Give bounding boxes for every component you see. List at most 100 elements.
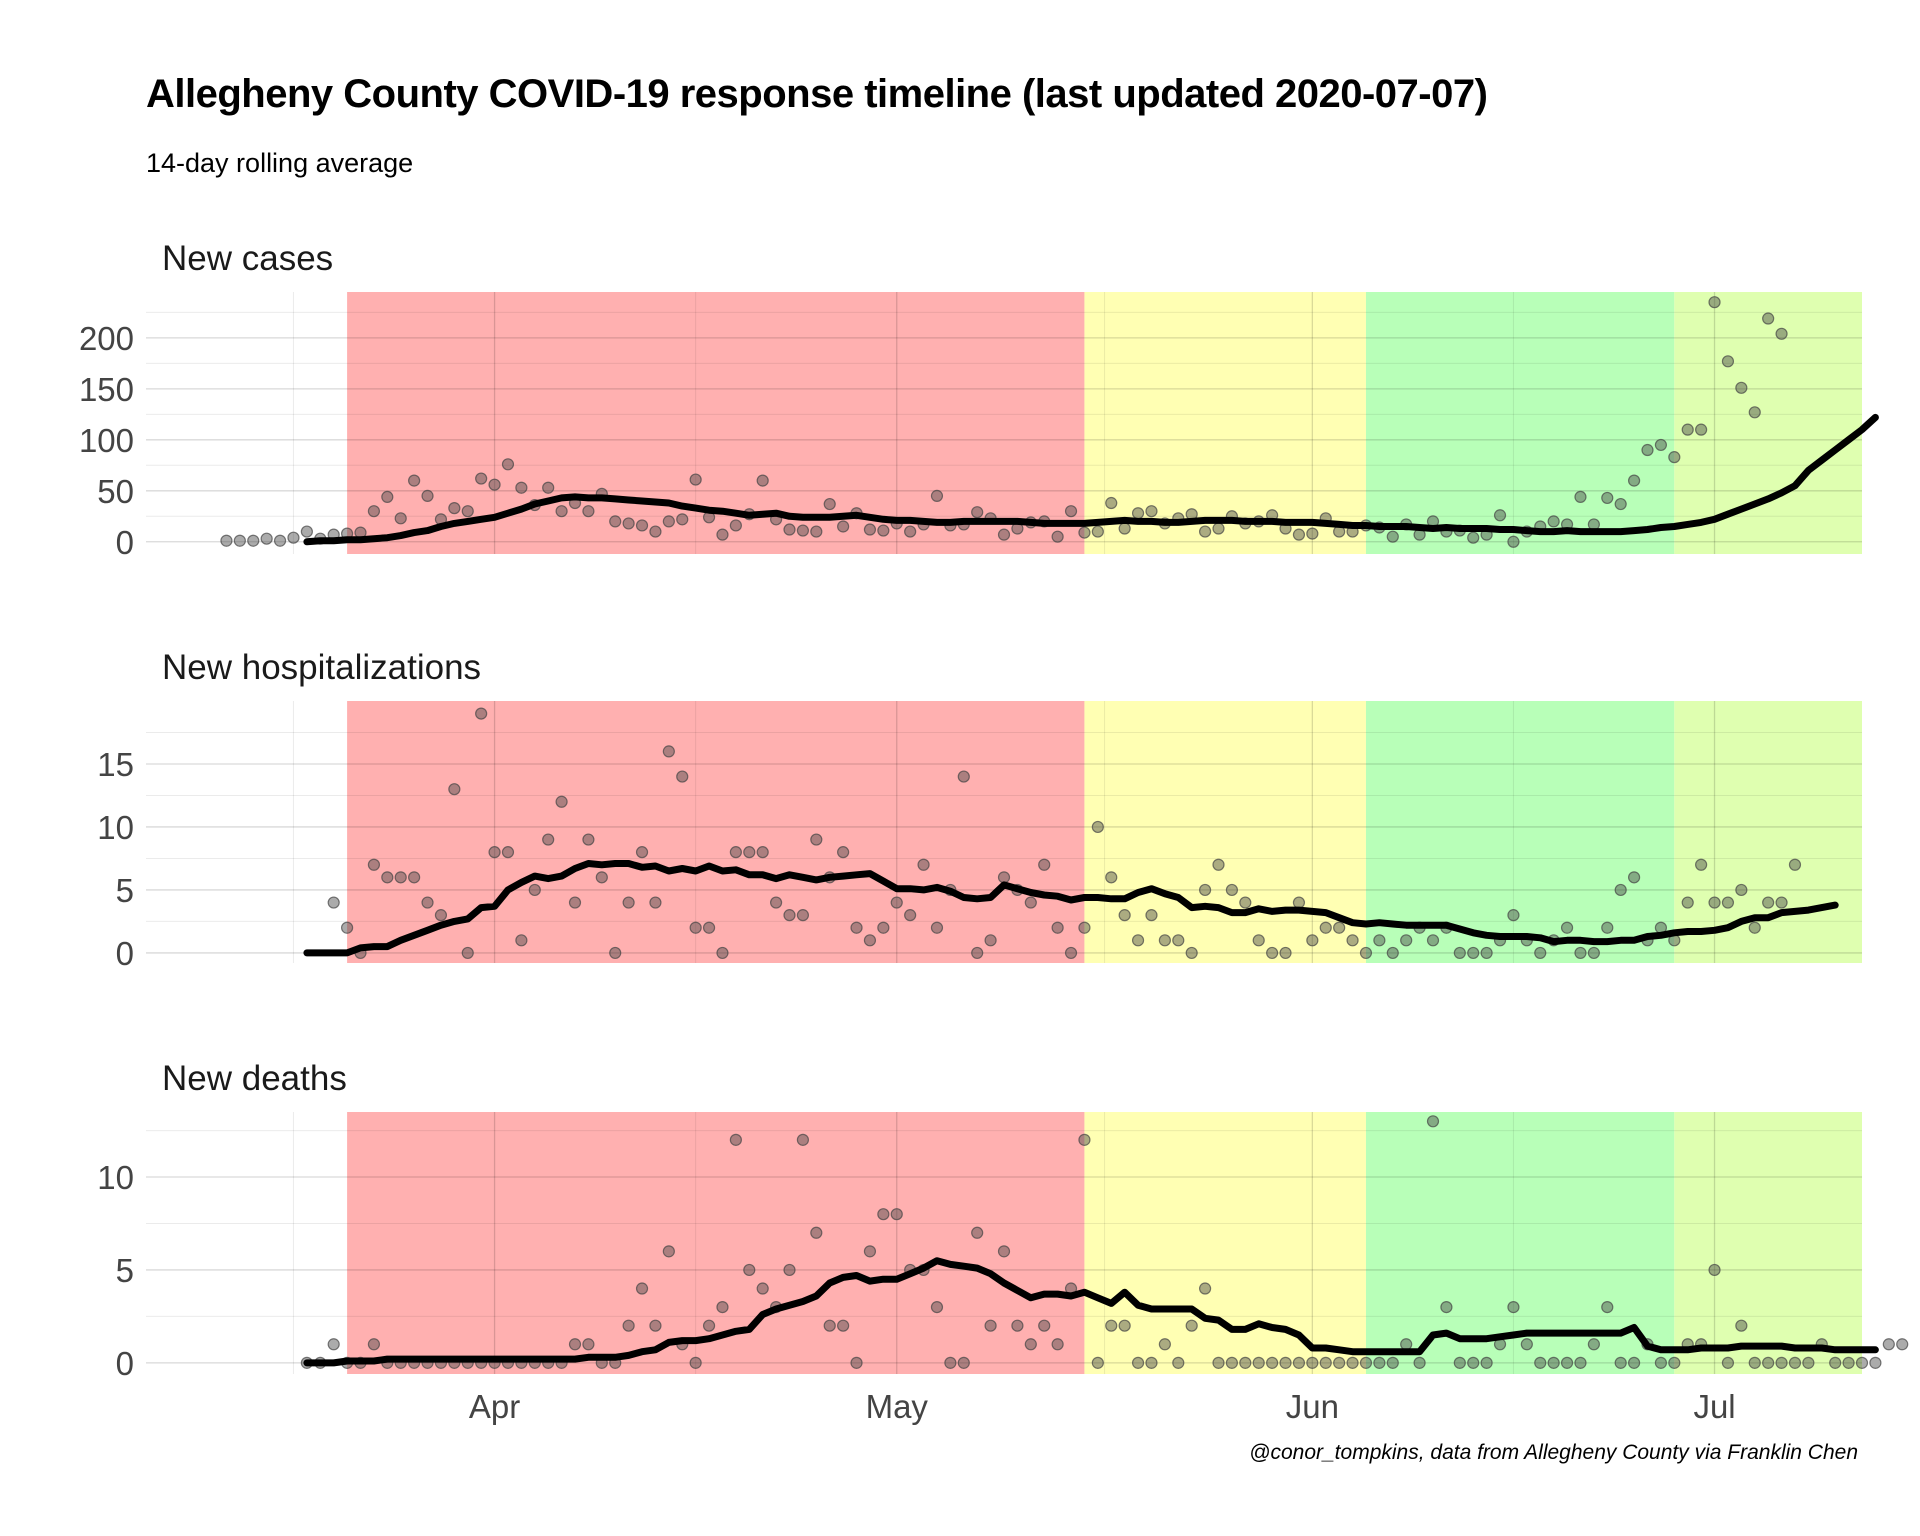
daily-point bbox=[1721, 355, 1735, 368]
phase-band bbox=[1084, 292, 1366, 554]
daily-point bbox=[622, 896, 635, 909]
daily-point bbox=[1306, 527, 1319, 540]
daily-point bbox=[743, 1263, 756, 1277]
daily-point bbox=[1574, 946, 1587, 960]
daily-point bbox=[434, 909, 448, 922]
daily-point bbox=[890, 1208, 903, 1221]
daily-point bbox=[716, 1301, 729, 1314]
daily-point bbox=[1882, 1338, 1895, 1351]
daily-point bbox=[622, 1319, 635, 1332]
daily-point bbox=[689, 473, 702, 486]
daily-point bbox=[716, 528, 729, 541]
daily-point bbox=[984, 934, 997, 947]
daily-point bbox=[1453, 946, 1466, 960]
daily-point bbox=[662, 1245, 675, 1258]
daily-point bbox=[1172, 934, 1185, 947]
x-tick-label: Jul bbox=[1693, 1388, 1735, 1425]
daily-point bbox=[837, 846, 850, 859]
daily-point bbox=[1386, 1356, 1399, 1369]
daily-point bbox=[837, 1319, 850, 1332]
daily-point bbox=[220, 534, 233, 547]
phase-band bbox=[1674, 292, 1862, 554]
daily-point bbox=[1292, 896, 1306, 909]
daily-point bbox=[917, 858, 930, 871]
y-tick-label: 50 bbox=[97, 473, 134, 510]
daily-point bbox=[340, 921, 354, 934]
daily-point bbox=[1118, 522, 1131, 535]
daily-point bbox=[635, 1282, 649, 1295]
daily-point bbox=[568, 1338, 582, 1351]
daily-point bbox=[461, 505, 474, 518]
daily-point bbox=[1024, 896, 1037, 909]
panel-new-cases: New cases 0 50 100 150 200 bbox=[79, 239, 1879, 561]
daily-point bbox=[1051, 530, 1064, 543]
rolling-average-line bbox=[303, 860, 1839, 957]
daily-point bbox=[1158, 934, 1171, 947]
daily-point bbox=[1400, 1338, 1413, 1351]
daily-point bbox=[649, 896, 662, 909]
daily-point bbox=[850, 1356, 863, 1369]
daily-point bbox=[863, 523, 877, 536]
daily-point bbox=[582, 505, 595, 518]
daily-point bbox=[1105, 871, 1118, 884]
daily-point bbox=[609, 515, 622, 528]
daily-point bbox=[1118, 909, 1131, 922]
daily-point bbox=[1467, 531, 1480, 544]
daily-point bbox=[1614, 1356, 1627, 1369]
daily-point bbox=[1279, 946, 1292, 960]
daily-point bbox=[1681, 423, 1694, 436]
daily-point bbox=[756, 474, 769, 487]
daily-point bbox=[1788, 858, 1802, 871]
daily-point bbox=[515, 934, 528, 947]
daily-point bbox=[1131, 934, 1145, 947]
daily-point bbox=[1292, 1356, 1306, 1369]
daily-point bbox=[273, 534, 287, 547]
daily-point bbox=[394, 512, 407, 525]
daily-point bbox=[501, 846, 515, 859]
daily-point bbox=[1601, 921, 1614, 934]
daily-point bbox=[555, 505, 568, 518]
daily-point bbox=[756, 846, 769, 859]
phase-band bbox=[1674, 1112, 1862, 1374]
phase-band bbox=[1084, 1112, 1366, 1374]
daily-point bbox=[971, 506, 984, 519]
panel-new-deaths: New deaths 0 5 10 bbox=[97, 1059, 1909, 1382]
daily-point bbox=[957, 1356, 970, 1369]
daily-point bbox=[689, 921, 702, 934]
daily-point bbox=[1064, 505, 1078, 518]
daily-point bbox=[1131, 1356, 1145, 1369]
y-tick-label: 10 bbox=[97, 1159, 134, 1196]
rolling-average-line bbox=[303, 413, 1879, 546]
daily-point bbox=[501, 458, 515, 471]
daily-point bbox=[1587, 1338, 1600, 1351]
daily-point bbox=[1346, 934, 1359, 947]
daily-point bbox=[863, 1245, 877, 1258]
daily-point bbox=[1641, 443, 1654, 457]
daily-point bbox=[1239, 1356, 1252, 1369]
daily-point bbox=[756, 1282, 769, 1295]
daily-point bbox=[1091, 525, 1104, 538]
daily-point bbox=[1574, 1356, 1587, 1369]
daily-point bbox=[300, 525, 313, 538]
daily-point bbox=[662, 515, 675, 528]
daily-point bbox=[488, 478, 501, 491]
daily-point bbox=[1587, 946, 1600, 960]
daily-point bbox=[1614, 497, 1627, 511]
daily-point bbox=[381, 871, 394, 884]
rolling-average-line bbox=[303, 1257, 1879, 1367]
daily-point bbox=[810, 1226, 823, 1239]
daily-point bbox=[421, 489, 434, 502]
daily-point bbox=[1064, 946, 1078, 960]
daily-point bbox=[1359, 1356, 1373, 1369]
daily-point bbox=[1560, 1356, 1574, 1369]
daily-point bbox=[1078, 526, 1091, 539]
daily-point bbox=[1762, 312, 1775, 325]
daily-point bbox=[1855, 1356, 1869, 1369]
y-tick-label: 150 bbox=[79, 371, 134, 408]
daily-point bbox=[877, 1208, 890, 1221]
daily-point bbox=[1735, 1319, 1748, 1332]
y-tick-label: 0 bbox=[116, 1345, 134, 1382]
daily-point bbox=[233, 534, 246, 547]
chart-title: Allegheny County COVID-19 response timel… bbox=[146, 72, 1488, 116]
daily-point bbox=[1252, 934, 1265, 947]
